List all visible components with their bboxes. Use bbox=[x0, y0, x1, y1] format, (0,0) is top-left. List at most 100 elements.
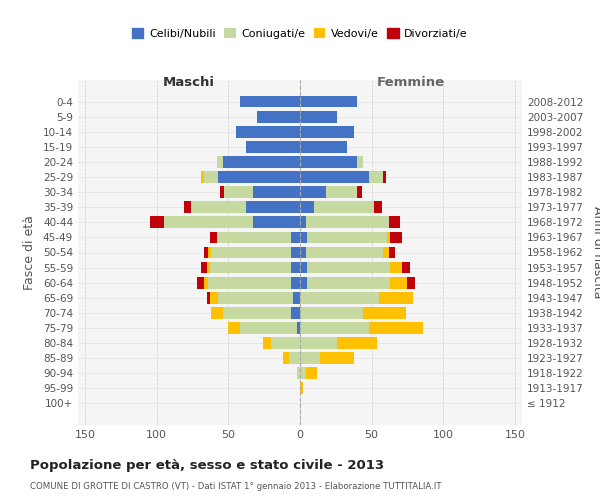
Bar bbox=[208, 277, 292, 288]
Bar bbox=[240, 322, 297, 334]
Bar bbox=[217, 156, 223, 168]
Bar bbox=[253, 216, 300, 228]
Bar bbox=[201, 262, 207, 274]
Bar bbox=[210, 262, 292, 274]
Bar bbox=[207, 292, 210, 304]
Bar bbox=[306, 246, 383, 258]
Bar bbox=[300, 216, 306, 228]
Bar bbox=[289, 352, 300, 364]
Bar bbox=[300, 352, 320, 364]
Bar bbox=[363, 307, 406, 319]
Bar bbox=[208, 246, 211, 258]
Bar bbox=[207, 262, 210, 274]
Bar bbox=[383, 171, 386, 183]
Bar bbox=[197, 277, 204, 288]
Bar bbox=[293, 292, 300, 304]
Bar bbox=[253, 186, 300, 198]
Bar bbox=[390, 232, 401, 243]
Bar bbox=[204, 277, 208, 288]
Bar bbox=[300, 246, 306, 258]
Text: Popolazione per età, sesso e stato civile - 2013: Popolazione per età, sesso e stato civil… bbox=[30, 460, 384, 472]
Bar bbox=[357, 186, 362, 198]
Bar bbox=[383, 246, 389, 258]
Bar bbox=[326, 186, 357, 198]
Bar bbox=[306, 216, 389, 228]
Bar bbox=[389, 216, 400, 228]
Bar bbox=[257, 111, 300, 122]
Bar bbox=[218, 171, 300, 183]
Bar bbox=[292, 277, 300, 288]
Bar bbox=[224, 186, 253, 198]
Bar bbox=[300, 141, 347, 152]
Bar bbox=[379, 292, 413, 304]
Bar bbox=[300, 171, 369, 183]
Bar bbox=[300, 186, 326, 198]
Bar bbox=[149, 216, 164, 228]
Bar bbox=[210, 292, 218, 304]
Bar bbox=[292, 232, 300, 243]
Bar bbox=[390, 262, 401, 274]
Bar bbox=[401, 262, 410, 274]
Bar bbox=[164, 216, 253, 228]
Bar bbox=[292, 307, 300, 319]
Bar bbox=[292, 246, 300, 258]
Bar bbox=[369, 171, 383, 183]
Bar bbox=[389, 246, 395, 258]
Bar bbox=[211, 307, 223, 319]
Bar bbox=[204, 171, 218, 183]
Bar bbox=[300, 322, 369, 334]
Bar bbox=[217, 232, 292, 243]
Bar bbox=[407, 277, 415, 288]
Text: COMUNE DI GROTTE DI CASTRO (VT) - Dati ISTAT 1° gennaio 2013 - Elaborazione TUTT: COMUNE DI GROTTE DI CASTRO (VT) - Dati I… bbox=[30, 482, 442, 491]
Bar bbox=[300, 111, 337, 122]
Bar bbox=[300, 262, 307, 274]
Bar bbox=[283, 352, 289, 364]
Bar bbox=[229, 322, 240, 334]
Bar bbox=[271, 337, 300, 349]
Bar bbox=[300, 307, 363, 319]
Bar bbox=[300, 232, 307, 243]
Legend: Celibi/Nubili, Coniugati/e, Vedovi/e, Divorziati/e: Celibi/Nubili, Coniugati/e, Vedovi/e, Di… bbox=[128, 24, 472, 43]
Bar bbox=[300, 368, 306, 379]
Bar bbox=[240, 96, 300, 108]
Text: Maschi: Maschi bbox=[163, 76, 215, 90]
Bar bbox=[300, 382, 303, 394]
Bar bbox=[320, 352, 355, 364]
Bar bbox=[201, 171, 204, 183]
Bar bbox=[314, 202, 374, 213]
Bar bbox=[210, 232, 217, 243]
Bar bbox=[220, 186, 224, 198]
Bar bbox=[357, 156, 363, 168]
Bar bbox=[300, 96, 357, 108]
Y-axis label: Fasce di età: Fasce di età bbox=[23, 215, 36, 290]
Bar bbox=[388, 232, 390, 243]
Bar bbox=[300, 337, 337, 349]
Bar bbox=[300, 277, 307, 288]
Bar bbox=[337, 337, 377, 349]
Bar bbox=[300, 156, 357, 168]
Bar bbox=[236, 126, 300, 138]
Bar bbox=[307, 262, 390, 274]
Bar bbox=[204, 246, 208, 258]
Bar bbox=[306, 368, 317, 379]
Bar bbox=[223, 307, 292, 319]
Bar bbox=[292, 262, 300, 274]
Bar bbox=[297, 322, 300, 334]
Bar bbox=[300, 126, 355, 138]
Bar bbox=[307, 232, 388, 243]
Bar bbox=[297, 368, 300, 379]
Bar bbox=[184, 202, 191, 213]
Bar bbox=[369, 322, 423, 334]
Bar bbox=[307, 277, 390, 288]
Bar bbox=[245, 141, 300, 152]
Bar bbox=[211, 246, 292, 258]
Bar bbox=[191, 202, 245, 213]
Bar bbox=[263, 337, 271, 349]
Bar bbox=[300, 202, 314, 213]
Bar bbox=[223, 156, 300, 168]
Bar bbox=[390, 277, 407, 288]
Bar bbox=[245, 202, 300, 213]
Bar bbox=[300, 292, 379, 304]
Bar bbox=[218, 292, 293, 304]
Bar bbox=[374, 202, 382, 213]
